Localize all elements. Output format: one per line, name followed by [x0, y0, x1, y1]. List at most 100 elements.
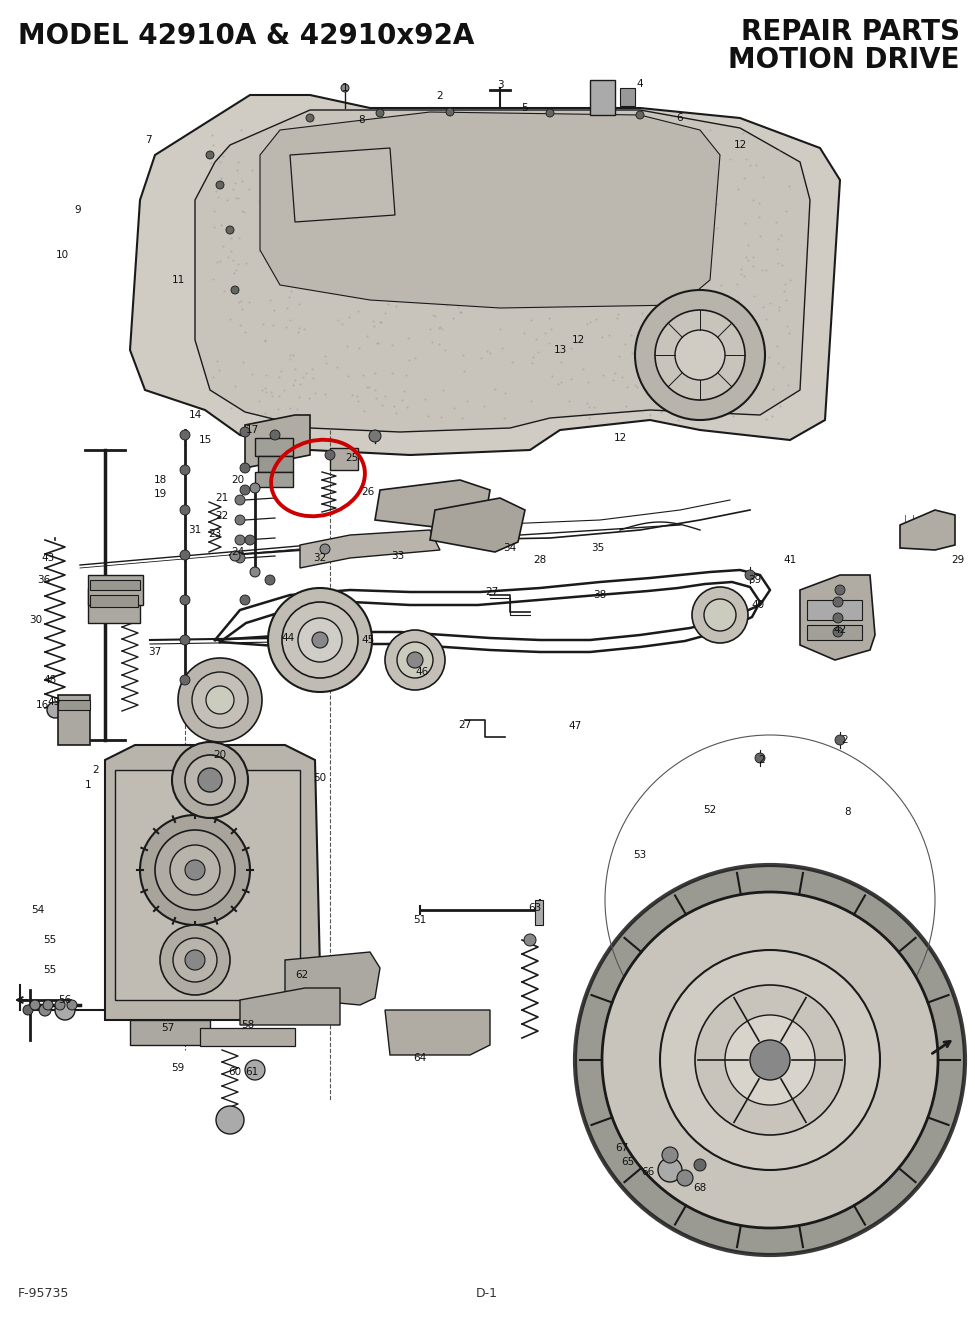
Text: 24: 24: [231, 547, 245, 557]
Circle shape: [180, 634, 190, 645]
Circle shape: [245, 536, 255, 545]
Bar: [200, 1028, 295, 1046]
Bar: [535, 900, 543, 925]
Text: 47: 47: [568, 721, 582, 731]
Text: 39: 39: [749, 575, 761, 586]
Text: 42: 42: [834, 625, 846, 634]
Text: F-95735: F-95735: [18, 1287, 69, 1301]
Circle shape: [231, 286, 239, 294]
Text: 3: 3: [496, 80, 503, 90]
Text: 53: 53: [634, 849, 646, 860]
Text: 41: 41: [783, 555, 797, 565]
Text: 22: 22: [215, 510, 228, 521]
Text: 10: 10: [56, 251, 68, 260]
Bar: [258, 456, 293, 472]
Circle shape: [750, 1039, 790, 1080]
Circle shape: [216, 1107, 244, 1134]
Circle shape: [397, 642, 433, 678]
Circle shape: [270, 430, 280, 441]
Circle shape: [155, 830, 235, 910]
Polygon shape: [105, 745, 320, 1020]
Text: 11: 11: [172, 274, 184, 285]
Bar: [90, 580, 140, 590]
Bar: [330, 448, 358, 470]
Circle shape: [635, 290, 765, 419]
Text: 57: 57: [162, 1024, 175, 1033]
Text: 35: 35: [592, 543, 604, 553]
Text: 20: 20: [231, 475, 245, 485]
Text: 33: 33: [391, 551, 405, 561]
Text: 49: 49: [48, 696, 60, 707]
Bar: [115, 770, 300, 1000]
Text: 56: 56: [58, 995, 71, 1005]
Text: 27: 27: [458, 720, 472, 729]
Text: 2: 2: [759, 754, 765, 765]
Text: 23: 23: [209, 529, 221, 539]
Polygon shape: [385, 1010, 490, 1055]
Circle shape: [240, 485, 250, 495]
Circle shape: [325, 450, 335, 460]
Polygon shape: [285, 952, 380, 1005]
Circle shape: [692, 587, 748, 642]
Circle shape: [369, 430, 381, 442]
Circle shape: [160, 925, 230, 995]
Circle shape: [265, 575, 275, 586]
Text: 59: 59: [172, 1063, 184, 1072]
Circle shape: [385, 630, 445, 690]
Circle shape: [192, 671, 248, 728]
Circle shape: [376, 109, 384, 117]
Circle shape: [245, 1060, 265, 1080]
Circle shape: [662, 1148, 678, 1163]
Text: 45: 45: [362, 634, 374, 645]
Circle shape: [694, 1159, 706, 1171]
Circle shape: [658, 1158, 682, 1182]
Text: 36: 36: [37, 575, 51, 586]
Bar: [255, 438, 293, 456]
Circle shape: [250, 483, 260, 493]
Text: 64: 64: [413, 1053, 427, 1063]
Circle shape: [602, 892, 938, 1228]
Text: 61: 61: [246, 1067, 258, 1078]
Text: 12: 12: [571, 335, 585, 346]
Circle shape: [745, 570, 755, 580]
Circle shape: [240, 427, 250, 437]
Text: 34: 34: [503, 543, 517, 553]
Text: 54: 54: [31, 905, 45, 915]
Polygon shape: [245, 415, 310, 468]
Text: 9: 9: [75, 204, 81, 215]
Circle shape: [235, 536, 245, 545]
Text: 43: 43: [41, 553, 55, 563]
Text: 6: 6: [677, 113, 683, 123]
Text: 48: 48: [43, 675, 57, 685]
Circle shape: [695, 985, 845, 1136]
Text: 46: 46: [415, 667, 429, 677]
Circle shape: [67, 1000, 77, 1010]
Circle shape: [185, 754, 235, 805]
Circle shape: [250, 567, 260, 576]
Text: 8: 8: [844, 807, 851, 816]
Circle shape: [180, 595, 190, 605]
Circle shape: [833, 598, 843, 607]
Circle shape: [172, 743, 248, 818]
Circle shape: [180, 466, 190, 475]
Polygon shape: [800, 575, 875, 660]
Circle shape: [55, 1000, 75, 1020]
Circle shape: [185, 860, 205, 880]
Circle shape: [833, 627, 843, 637]
Text: 26: 26: [362, 487, 374, 497]
Text: 63: 63: [528, 904, 542, 913]
Text: 29: 29: [952, 555, 964, 565]
Text: 7: 7: [144, 135, 151, 145]
Polygon shape: [130, 95, 840, 455]
Text: 37: 37: [148, 648, 162, 657]
Text: 2: 2: [841, 735, 848, 745]
Text: 16: 16: [35, 700, 49, 710]
Circle shape: [677, 1170, 693, 1186]
Circle shape: [755, 753, 765, 762]
Circle shape: [47, 702, 63, 718]
Circle shape: [178, 658, 262, 743]
Circle shape: [230, 551, 240, 561]
Bar: [58, 700, 90, 710]
Circle shape: [675, 330, 725, 380]
Polygon shape: [430, 499, 525, 551]
